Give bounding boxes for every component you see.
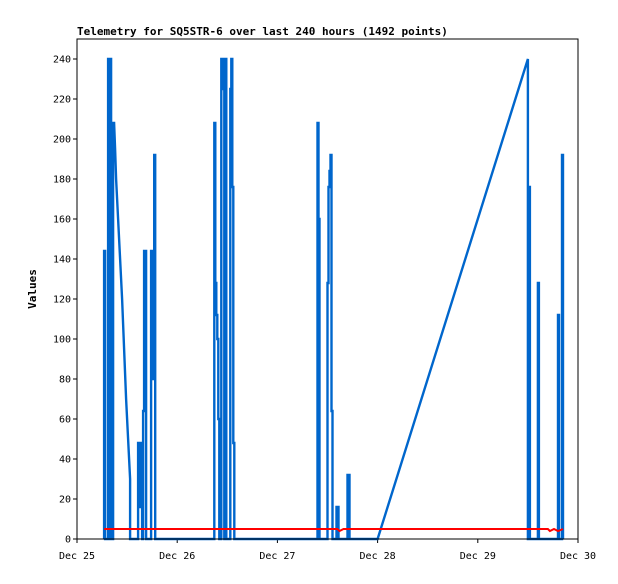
y-tick-label: 40 bbox=[59, 455, 71, 466]
y-axis-label: Values bbox=[26, 269, 39, 309]
plot-area: 0 20 40 60 80 100 120 140 160 180 200 220 240 Dec 25 D… bbox=[53, 38, 596, 562]
x-tick-label: Dec 26 bbox=[159, 551, 195, 562]
y-tick-label: 240 bbox=[53, 55, 71, 66]
series-line-1 bbox=[102, 57, 565, 541]
y-tick-label: 180 bbox=[53, 175, 71, 186]
y-tick-label: 80 bbox=[59, 375, 71, 386]
y-tick-label: 20 bbox=[59, 495, 71, 506]
y-tick-label: 220 bbox=[53, 95, 71, 106]
y-tick-label: 60 bbox=[59, 415, 71, 426]
x-tick-label: Dec 27 bbox=[259, 551, 295, 562]
y-tick-label: 120 bbox=[53, 295, 71, 306]
y-tick-label: 100 bbox=[53, 335, 71, 346]
chart-title: Telemetry for SQ5STR-6 over last 240 hou… bbox=[77, 25, 448, 38]
x-tick-label: Dec 28 bbox=[360, 551, 396, 562]
y-tick-label: 0 bbox=[65, 535, 71, 546]
x-tick-label: Dec 25 bbox=[59, 551, 95, 562]
y-tick-label: 160 bbox=[53, 215, 71, 226]
series-line-2 bbox=[104, 527, 564, 533]
x-tick-label: Dec 30 bbox=[560, 551, 596, 562]
y-tick-label: 140 bbox=[53, 255, 71, 266]
x-tick-label: Dec 29 bbox=[460, 551, 496, 562]
y-tick-label: 200 bbox=[53, 135, 71, 146]
